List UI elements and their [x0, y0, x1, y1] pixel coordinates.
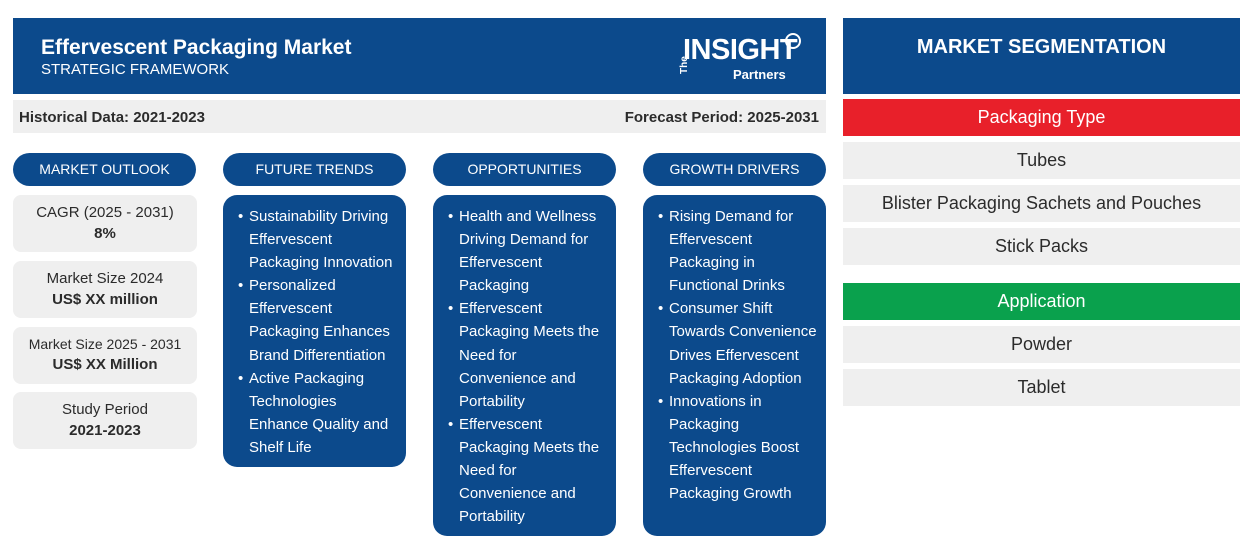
stat-label: Market Size 2025 - 2031: [28, 336, 182, 352]
growth-drivers-list: Rising Demand for Effervescent Packaging…: [643, 195, 826, 536]
list-item: Consumer Shift Towards Convenience Drive…: [658, 297, 818, 389]
forecast-period: Forecast Period: 2025-2031: [624, 109, 819, 126]
stat-label: Study Period: [62, 401, 148, 418]
report-subtitle: STRATEGIC FRAMEWORK: [41, 61, 230, 78]
future-trends-heading: FUTURE TRENDS: [223, 153, 406, 186]
list-item: Health and Wellness Driving Demand for E…: [448, 205, 608, 297]
segment-category-packaging-type: Packaging Type: [843, 99, 1240, 136]
list-item: Rising Demand for Effervescent Packaging…: [658, 205, 818, 297]
list-item: Personalized Effervescent Packaging Enha…: [238, 274, 398, 366]
stat-value: 2021-2023: [69, 422, 141, 439]
segment-item: Tubes: [843, 142, 1240, 179]
logo-bulb-icon: [785, 33, 801, 49]
list-item: Sustainability Driving Effervescent Pack…: [238, 205, 398, 274]
logo-partners-text: Partners: [733, 67, 786, 82]
cagr-stat: CAGR (2025 - 2031) 8%: [13, 195, 197, 252]
list-item: Active Packaging Technologies Enhance Qu…: [238, 367, 398, 459]
stat-label: CAGR (2025 - 2031): [36, 204, 174, 221]
list-item: Innovations in Packaging Technologies Bo…: [658, 390, 818, 505]
segment-item: Stick Packs: [843, 228, 1240, 265]
segment-item: Blister Packaging Sachets and Pouches: [843, 185, 1240, 222]
growth-drivers-heading: GROWTH DRIVERS: [643, 153, 826, 186]
future-trends-list: Sustainability Driving Effervescent Pack…: [223, 195, 406, 467]
period-bar: Historical Data: 2021-2023 Forecast Peri…: [13, 100, 826, 133]
market-segmentation-title: MARKET SEGMENTATION: [843, 18, 1240, 94]
list-item: Effervescent Packaging Meets the Need fo…: [448, 413, 608, 528]
opportunities-heading: OPPORTUNITIES: [433, 153, 616, 186]
study-period-stat: Study Period 2021-2023: [13, 392, 197, 449]
segment-item: Powder: [843, 326, 1240, 363]
stat-label: Market Size 2024: [46, 270, 164, 287]
stat-value: US$ XX Million: [52, 356, 158, 373]
market-size-2024-stat: Market Size 2024 US$ XX million: [13, 261, 197, 318]
historical-data: Historical Data: 2021-2023: [19, 109, 205, 126]
market-outlook-heading: MARKET OUTLOOK: [13, 153, 196, 186]
segment-category-application: Application: [843, 283, 1240, 320]
report-header: Effervescent Packaging Market STRATEGIC …: [13, 18, 826, 94]
insight-partners-logo: The INSIGHT Partners: [665, 32, 805, 84]
stat-value: US$ XX million: [52, 291, 158, 308]
segment-item: Tablet: [843, 369, 1240, 406]
logo-brand-text: INSIGHT: [683, 34, 798, 66]
list-item: Effervescent Packaging Meets the Need fo…: [448, 297, 608, 412]
market-size-forecast-stat: Market Size 2025 - 2031 US$ XX Million: [13, 327, 197, 384]
opportunities-list: Health and Wellness Driving Demand for E…: [433, 195, 616, 536]
report-title: Effervescent Packaging Market: [41, 36, 352, 59]
stat-value: 8%: [94, 225, 116, 242]
